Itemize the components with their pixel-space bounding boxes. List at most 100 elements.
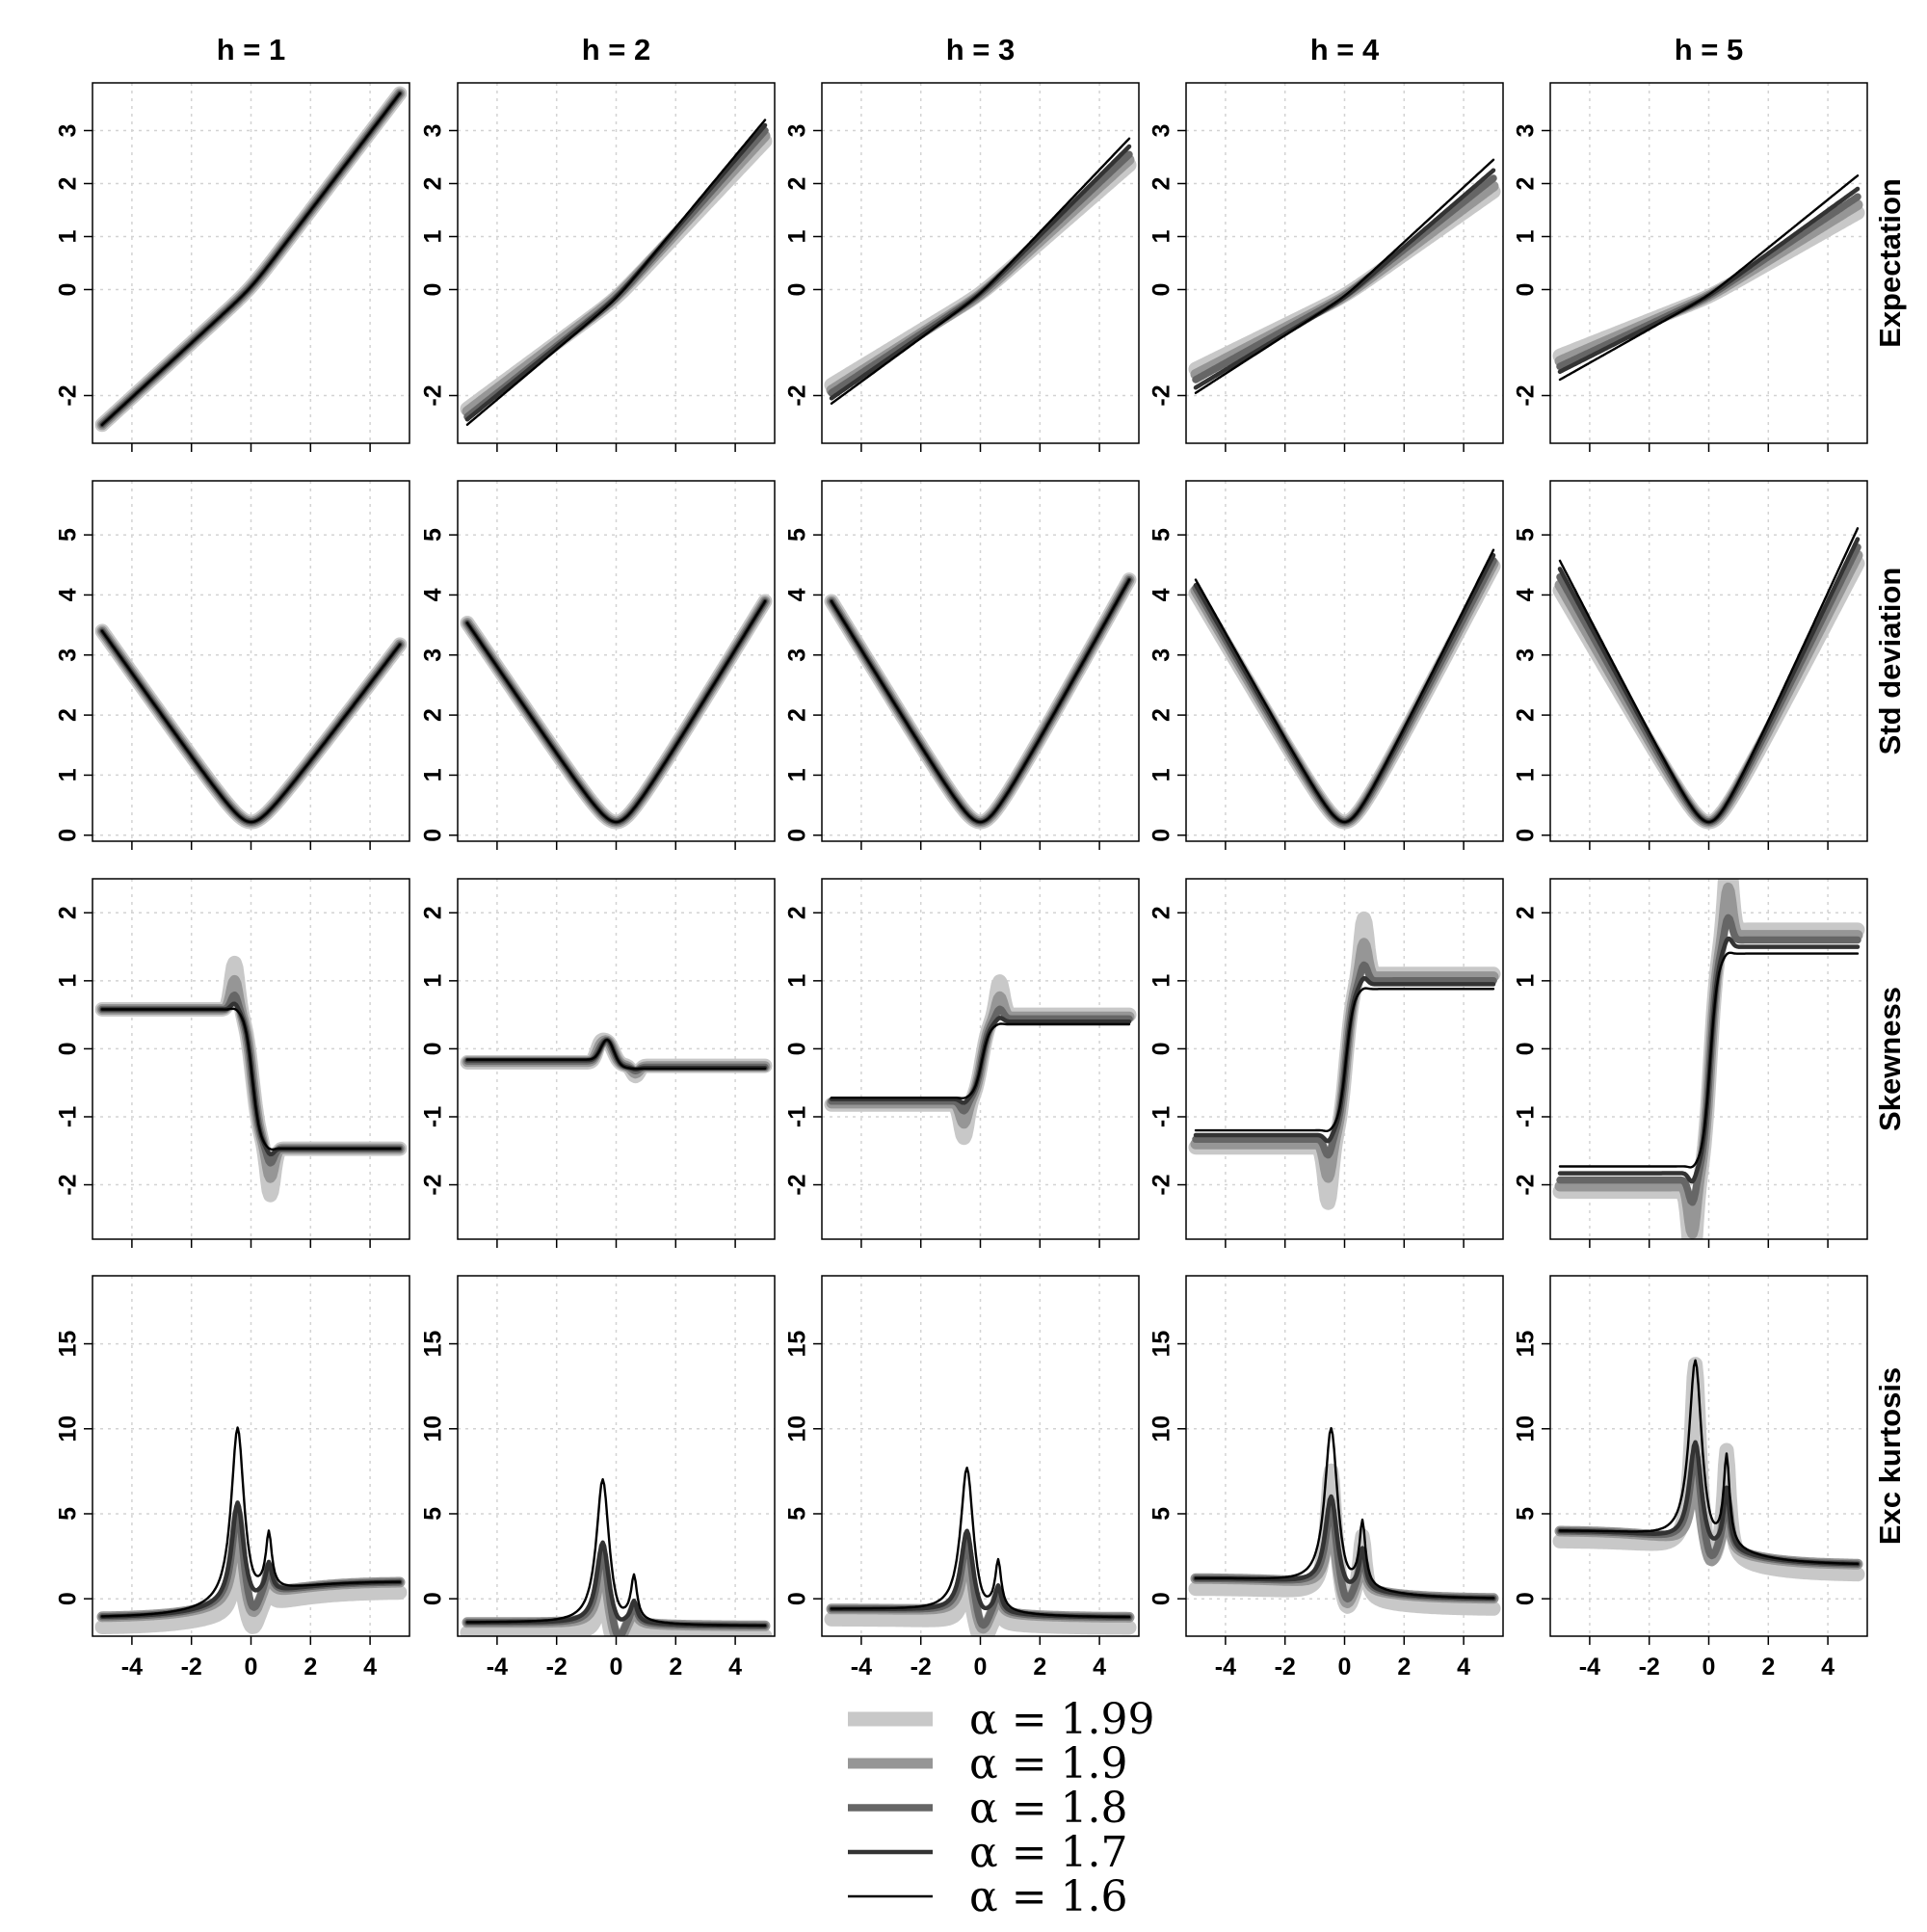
y-tick-label: 1 — [1513, 974, 1540, 988]
y-tick-label: -2 — [420, 384, 447, 406]
series-line — [100, 629, 402, 824]
y-tick-label: 0 — [784, 1592, 811, 1605]
x-tick-label: 4 — [363, 1654, 377, 1681]
series-line — [829, 577, 1132, 825]
series-line — [830, 1022, 1131, 1099]
panel-frame — [1185, 82, 1504, 444]
series-line — [1558, 1359, 1860, 1566]
y-tick-label: 0 — [55, 283, 82, 297]
y-tick-label: 15 — [55, 1331, 82, 1358]
y-tick-label: 3 — [55, 648, 82, 662]
panel: 0 5 10 15 -4 -2 0 2 4 — [1148, 1275, 1504, 1681]
series-line — [100, 1426, 402, 1618]
series-line — [1558, 951, 1860, 1169]
y-tick-label: 2 — [420, 708, 447, 722]
panel: 0 1 2 3 4 5 — [1148, 480, 1504, 850]
y-tick-label: 0 — [55, 829, 82, 842]
x-tick-label: 2 — [669, 1654, 682, 1681]
panel-frame — [457, 480, 776, 842]
panel: -2 -1 0 1 2 — [784, 878, 1140, 1248]
series-line — [1194, 548, 1495, 824]
y-tick-label: 3 — [1513, 124, 1540, 138]
y-tick-label: 4 — [1148, 588, 1175, 601]
y-tick-label: 0 — [420, 829, 447, 842]
y-tick-label: 0 — [55, 1592, 82, 1605]
y-tick-label: -1 — [420, 1106, 447, 1127]
series-group — [1188, 548, 1501, 830]
y-tick-label: 0 — [1148, 1042, 1175, 1055]
x-tick-label: 4 — [728, 1654, 742, 1681]
series-line — [830, 137, 1131, 405]
panel: -2 -1 0 1 2 — [420, 878, 776, 1248]
y-tick-label: 2 — [1148, 177, 1175, 191]
series-line — [100, 1007, 402, 1151]
y-tick-label: 2 — [784, 177, 811, 191]
series-group — [94, 623, 408, 830]
y-tick-label: 1 — [55, 229, 82, 243]
y-tick-label: 3 — [784, 648, 811, 662]
series-group — [460, 1478, 773, 1636]
legend-label: α = 1.99 — [969, 1695, 1155, 1744]
y-tick-label: 1 — [420, 974, 447, 988]
y-tick-label: -2 — [784, 1174, 811, 1195]
series-line — [94, 1557, 408, 1634]
y-tick-label: -2 — [420, 1174, 447, 1195]
series-line — [824, 572, 1137, 830]
series-line — [462, 595, 771, 828]
panel-frame — [1549, 82, 1868, 444]
x-tick-label: 2 — [1033, 1654, 1046, 1681]
x-tick-label: 4 — [1093, 1654, 1106, 1681]
y-tick-label: 0 — [420, 1042, 447, 1055]
series-group — [1188, 158, 1501, 394]
panel: -2 0 1 2 3 — [420, 82, 776, 452]
y-tick-label: 1 — [1148, 768, 1175, 781]
series-group — [824, 572, 1137, 830]
series-group — [460, 1032, 773, 1084]
column-header: h = 2 — [582, 33, 651, 66]
x-tick-label: -2 — [181, 1654, 202, 1681]
series-line — [465, 1478, 767, 1628]
series-group — [94, 1426, 408, 1634]
series-line — [1194, 1426, 1495, 1600]
panel-frame — [92, 82, 410, 444]
y-tick-label: 2 — [55, 906, 82, 919]
panel: -2 0 1 2 3 — [1148, 82, 1504, 452]
y-tick-label: 0 — [1148, 283, 1175, 297]
y-tick-label: 5 — [1148, 528, 1175, 542]
y-tick-label: -2 — [1513, 384, 1540, 406]
series-group — [824, 974, 1137, 1146]
y-tick-label: 5 — [55, 1507, 82, 1521]
legend-label: α = 1.7 — [969, 1828, 1128, 1877]
y-tick-label: 1 — [1513, 768, 1540, 781]
series-group — [1552, 174, 1865, 382]
series-line — [1194, 158, 1495, 394]
y-tick-label: 4 — [1513, 588, 1540, 601]
y-tick-label: 0 — [1513, 283, 1540, 297]
x-tick-label: 4 — [1821, 1654, 1835, 1681]
x-tick-label: 4 — [1457, 1654, 1470, 1681]
series-line — [465, 1038, 767, 1071]
y-tick-label: 10 — [784, 1416, 811, 1442]
series-line — [100, 92, 402, 426]
y-tick-label: -2 — [1513, 1174, 1540, 1195]
y-tick-label: 5 — [1513, 1507, 1540, 1521]
series-group — [1552, 527, 1865, 830]
y-tick-label: 0 — [784, 829, 811, 842]
panel: 0 1 2 3 4 5 — [420, 480, 776, 850]
x-tick-label: 2 — [304, 1654, 317, 1681]
y-tick-label: 5 — [1513, 528, 1540, 542]
y-tick-label: 2 — [420, 906, 447, 919]
panel: -2 -1 0 1 2 — [1513, 878, 1868, 1248]
x-tick-label: -2 — [546, 1654, 568, 1681]
panel: -2 0 1 2 3 — [784, 82, 1140, 452]
y-tick-label: 10 — [55, 1416, 82, 1442]
y-tick-label: 3 — [1513, 648, 1540, 662]
panel: -2 -1 0 1 2 — [55, 878, 410, 1248]
y-tick-label: 4 — [55, 588, 82, 601]
y-tick-label: 5 — [1148, 1507, 1175, 1521]
panel-frame — [821, 878, 1140, 1240]
y-tick-label: 1 — [420, 229, 447, 243]
y-tick-label: -2 — [1148, 384, 1175, 406]
series-line — [830, 578, 1131, 824]
